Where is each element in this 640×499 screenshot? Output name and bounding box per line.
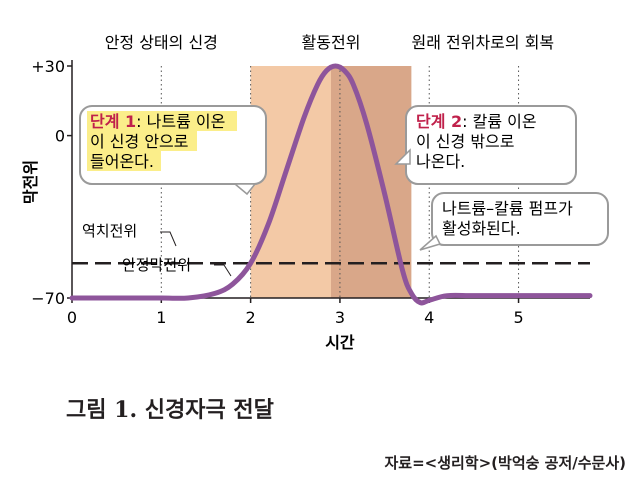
callout-tail-2 (419, 234, 442, 251)
shaded-region-0 (250, 66, 331, 298)
y-tick-label-2: −70 (31, 289, 65, 308)
x-tick-label-3: 3 (335, 308, 345, 327)
highlight-1 (87, 131, 197, 151)
phase-shading (250, 66, 412, 298)
rest-leader (214, 264, 232, 277)
phase-label-2: 원래 전위차로의 회복 (411, 33, 554, 52)
callout-0-title: 단계 1 (90, 112, 136, 131)
highlight-2 (87, 151, 161, 171)
phase-label-0: 안정 상태의 신경 (105, 33, 218, 52)
x-tick-label-1: 1 (156, 308, 166, 327)
membrane-potential-curve (69, 63, 593, 306)
x-tick-label-2: 2 (246, 308, 256, 327)
highlight-0 (87, 111, 237, 131)
callout-tail-1 (394, 148, 411, 165)
y-axis-label: 막전위 (21, 160, 40, 204)
y-tick-label-0: +30 (31, 57, 65, 76)
callout-tail-0 (232, 183, 257, 196)
callout-bubble-1 (405, 105, 577, 185)
threshold-label: 역치전위 (82, 222, 137, 240)
callout-1-title: 단계 2 (416, 112, 462, 131)
callout-1-line-2: 나온다. (416, 152, 465, 171)
callout-bubble-2 (431, 192, 609, 246)
rest-potential-label: 안정막전위 (122, 256, 191, 274)
x-axis-label: 시간 (325, 333, 355, 352)
threshold-leader (160, 231, 177, 247)
x-tick-label-5: 5 (513, 308, 523, 327)
figure-caption: 그림 1. 신경자극 전달 (66, 397, 274, 423)
callout-0-line-0: 단계 1: 나트륨 이온 (90, 112, 225, 131)
x-tick-label-0: 0 (67, 308, 77, 327)
x-tick-label-4: 4 (424, 308, 434, 327)
source-credit: 자료=<생리학>(박억숭 공저/수문사) (384, 454, 626, 472)
callout-0-line-1: 이 신경 안으로 (90, 132, 189, 151)
callout-1-line-1: 이 신경 밖으로 (416, 132, 515, 151)
callout-2-line-1: 활성화된다. (442, 219, 521, 238)
callout-2-line-0: 나트륨–칼륨 펌프가 (442, 199, 573, 218)
callout-1-text: : 칼륨 이온 (462, 112, 536, 131)
callout-0-line-2: 들어온다. (90, 152, 154, 171)
callout-1-line-0: 단계 2: 칼륨 이온 (416, 112, 537, 131)
phase-label-1: 활동전위 (302, 33, 361, 52)
y-tick-label-1: 0 (55, 127, 65, 146)
callout-0-text: : 나트륨 이온 (136, 112, 225, 131)
